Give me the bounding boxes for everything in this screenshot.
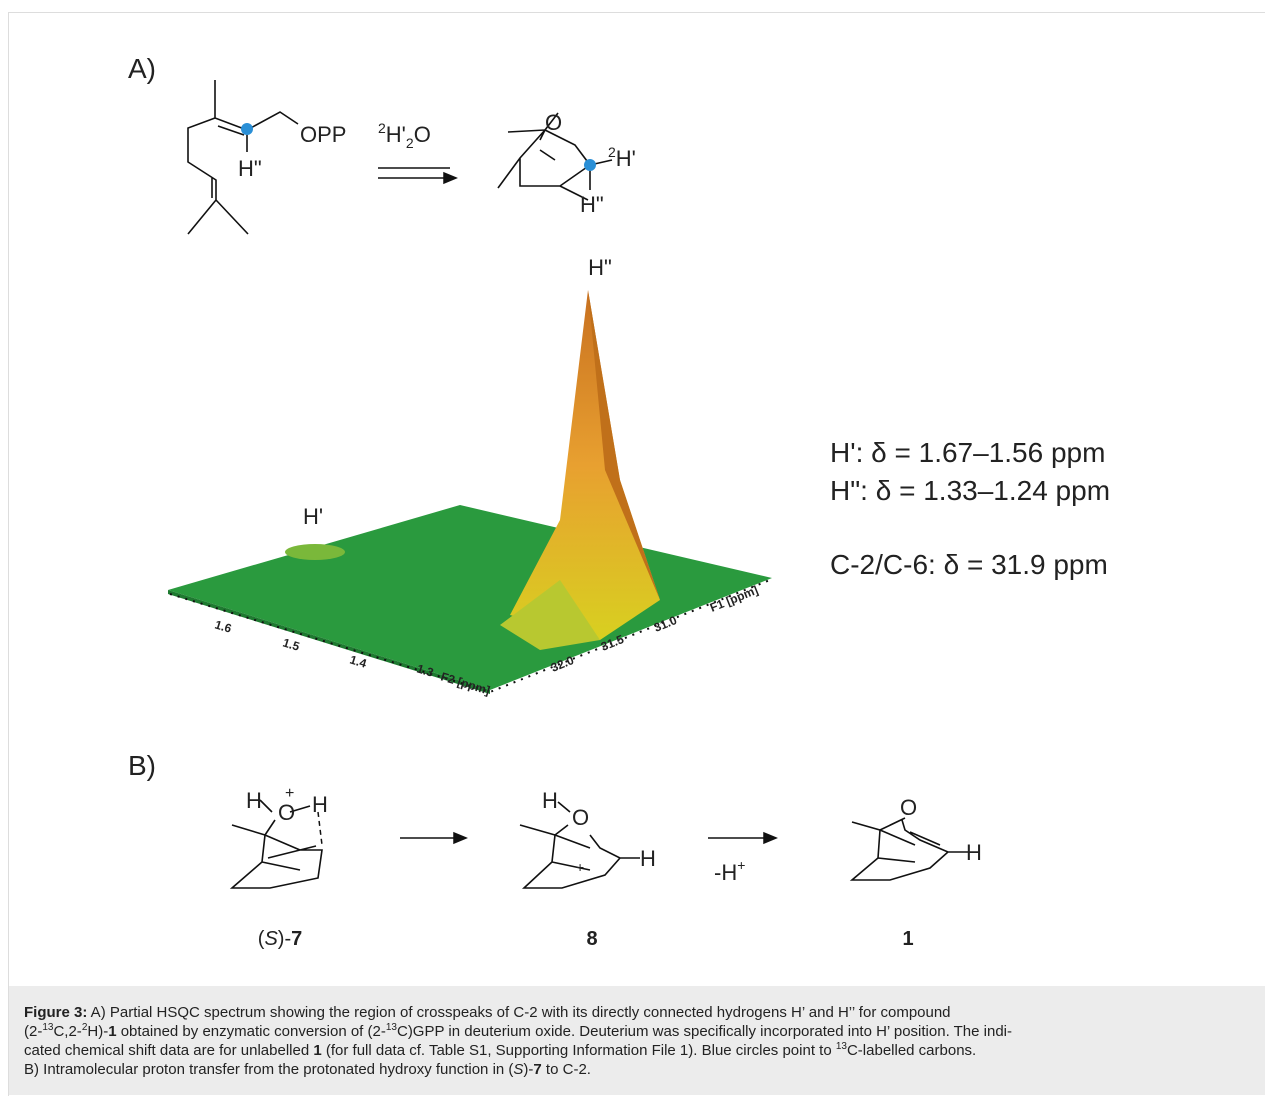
atom-label: 2H' <box>608 144 636 171</box>
atom-label: O <box>900 795 917 820</box>
label-dot <box>241 123 253 135</box>
caption-sup: 13 <box>835 1041 847 1052</box>
caption-bold: 1 <box>108 1023 117 1040</box>
caption-bold: 7 <box>533 1061 542 1078</box>
text: )- <box>278 928 291 950</box>
structure-8 <box>519 801 640 889</box>
peak-label: H" <box>588 255 612 280</box>
shift-data: H': δ = 1.67–1.56 ppm <box>830 437 1105 468</box>
caption-text: (2- <box>24 1023 43 1040</box>
caption-text: C,2- <box>53 1023 82 1040</box>
structure-1 <box>849 817 968 881</box>
atom-label: H" <box>238 156 262 181</box>
atom-label: H <box>966 840 982 865</box>
caption-text: cated chemical shift data are for unlabe… <box>24 1042 314 1059</box>
charge: + <box>285 785 294 802</box>
atom-label: H <box>640 846 656 871</box>
arrow <box>708 831 778 845</box>
atom-label: OPP <box>300 122 346 147</box>
atom-label: H <box>246 788 262 813</box>
sub: 2 <box>406 135 414 151</box>
arrow <box>400 831 468 845</box>
panel-label: B) <box>128 750 156 781</box>
product-structure <box>497 112 613 201</box>
compound-label: 8 <box>586 928 597 950</box>
structure-7 <box>229 799 323 889</box>
reagent: 2H'2O <box>378 120 431 151</box>
caption-text: H)- <box>87 1023 109 1040</box>
caption-text: C-labelled carbons. <box>846 1042 977 1059</box>
caption-text: )- <box>523 1061 534 1078</box>
caption-text: B) Intramolecular proton transfer from t… <box>24 1061 514 1078</box>
atom-label: H" <box>580 192 604 217</box>
caption-text: C)GPP in deuterium oxide. Deuterium was … <box>396 1023 1012 1040</box>
text: O <box>414 122 431 147</box>
sup: + <box>737 857 745 873</box>
label-dot <box>584 159 596 171</box>
text: H' <box>386 122 406 147</box>
figure-caption: Figure 3: A) Partial HSQC spectrum showi… <box>9 986 1265 1095</box>
text: 7 <box>291 928 302 950</box>
panel-label: A) <box>128 53 156 84</box>
caption-text: A) Partial HSQC spectrum showing the reg… <box>87 1004 951 1021</box>
sup: 2 <box>608 144 616 160</box>
caption-bold: Figure 3: <box>24 1004 88 1021</box>
compound-label: (S)-7 <box>258 928 302 950</box>
figure-graphics: A) OPP H" 2H'2O O 2H' H" H' H" 1.6 1.5 1… <box>128 53 1110 950</box>
caption-text: (for full data cf. Table S1, Supporting … <box>321 1042 836 1059</box>
atom-label: H <box>542 788 558 813</box>
axis-tick-label: 1.4 <box>348 652 368 670</box>
gpp-structure <box>187 80 299 235</box>
peak-label: H' <box>303 504 323 529</box>
atom-label: H <box>312 792 328 817</box>
hsqc-spectrum <box>168 290 772 694</box>
atom-label: O <box>545 110 562 135</box>
caption-sup: 13 <box>385 1022 397 1033</box>
figure <box>8 12 1265 1096</box>
caption-sup: 13 <box>42 1022 54 1033</box>
caption-text: to C-2. <box>541 1061 591 1078</box>
compound-label: 1 <box>902 928 913 950</box>
charge: + <box>576 859 584 875</box>
atom-label: O <box>278 800 295 825</box>
caption-bold: 1 <box>313 1042 322 1059</box>
sup: 2 <box>378 120 386 136</box>
axis-tick-label: 1.3 <box>415 661 435 679</box>
shift-data: H": δ = 1.33–1.24 ppm <box>830 475 1110 506</box>
caption-sup: 2 <box>81 1022 88 1033</box>
caption-italic: S <box>513 1061 524 1078</box>
caption-text: obtained by enzymatic conversion of (2- <box>116 1023 386 1040</box>
shift-data: C-2/C-6: δ = 31.9 ppm <box>830 549 1108 580</box>
arrow <box>378 167 458 185</box>
reagent: -H+ <box>714 857 745 885</box>
text: H' <box>616 146 636 171</box>
text: ( <box>258 928 265 950</box>
axis-tick-label: 1.5 <box>281 635 301 653</box>
text: S <box>264 928 278 950</box>
axis-tick-label: 1.6 <box>213 617 233 635</box>
text: -H <box>714 860 737 885</box>
atom-label: O <box>572 805 589 830</box>
